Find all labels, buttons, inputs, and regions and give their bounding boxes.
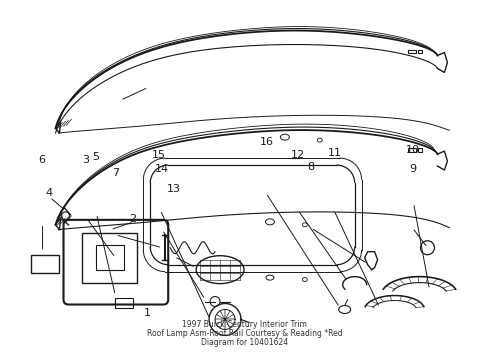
Text: 2: 2 (128, 215, 136, 224)
Bar (31, 255, 59, 273)
Text: 3: 3 (82, 155, 89, 165)
Text: 13: 13 (166, 184, 181, 194)
Bar (96, 245, 124, 270)
Text: 8: 8 (306, 162, 313, 172)
Text: 4: 4 (46, 188, 53, 198)
Text: Roof Lamp Asm-Roof Rail Courtesy & Reading *Red: Roof Lamp Asm-Roof Rail Courtesy & Readi… (146, 329, 342, 338)
Text: 12: 12 (290, 150, 305, 160)
Bar (82, 233, 137, 283)
Text: 7: 7 (111, 168, 119, 178)
Bar (115, 298, 133, 307)
Text: 1997 Buick Century Interior Trim: 1997 Buick Century Interior Trim (182, 320, 306, 329)
Bar (407, 50, 415, 54)
Text: 16: 16 (259, 138, 273, 147)
Bar (417, 50, 422, 54)
Text: 6: 6 (39, 155, 45, 165)
Text: 10: 10 (405, 144, 419, 154)
Bar (417, 148, 422, 152)
Text: 14: 14 (154, 164, 168, 174)
Text: 5: 5 (92, 152, 99, 162)
Text: 11: 11 (327, 148, 341, 158)
Text: 9: 9 (408, 163, 415, 174)
Text: 1: 1 (143, 308, 150, 318)
Text: 15: 15 (152, 150, 166, 160)
Bar (407, 148, 415, 152)
Text: Diagram for 10401624: Diagram for 10401624 (201, 338, 287, 347)
